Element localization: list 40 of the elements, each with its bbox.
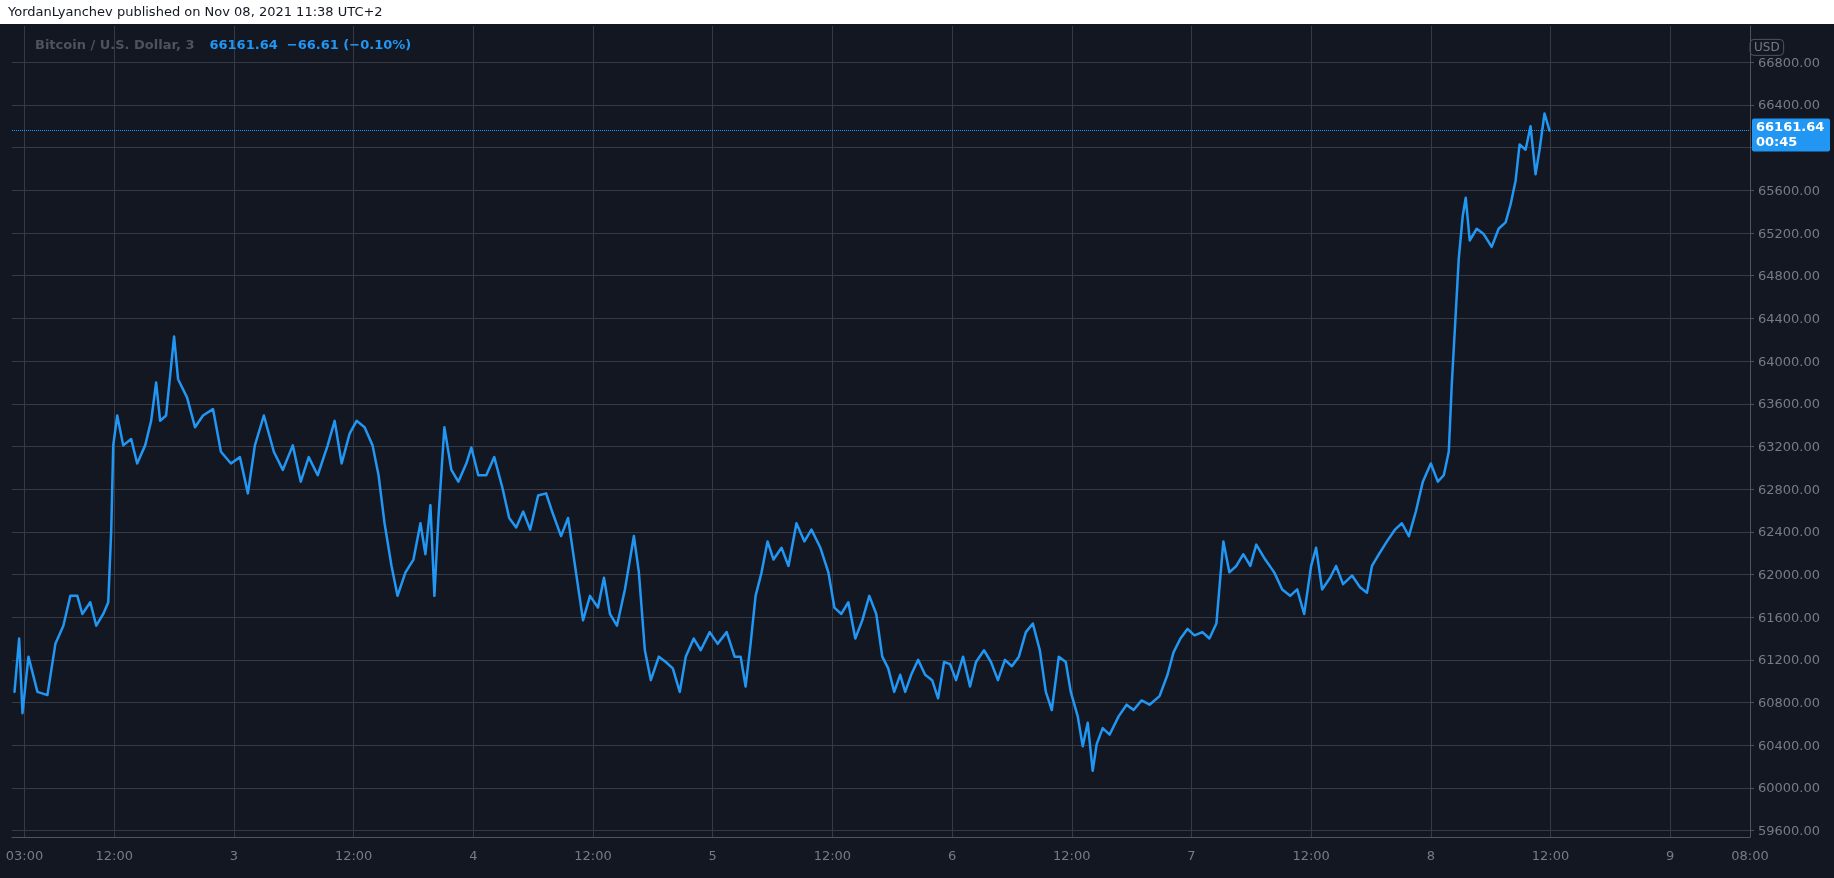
y-tick-label: 63200.00 — [1758, 438, 1821, 454]
y-tick-label: 60400.00 — [1758, 737, 1821, 753]
x-tick-label: 08:00 — [1731, 848, 1769, 863]
x-tick-label: 12:00 — [1292, 848, 1330, 863]
y-tick-label: 61200.00 — [1758, 652, 1821, 668]
y-tick-label: 59600.00 — [1758, 823, 1821, 839]
y-tick-label: 61600.00 — [1758, 609, 1821, 625]
y-tick-label: 62400.00 — [1758, 524, 1821, 540]
x-tick-label: 12:00 — [574, 848, 612, 863]
y-tick-label: 60800.00 — [1758, 695, 1821, 711]
y-tick-label: 64000.00 — [1758, 353, 1821, 369]
x-tick-label: 7 — [1187, 848, 1196, 863]
y-tick-label: 66800.00 — [1758, 54, 1821, 70]
x-tick-label: 8 — [1426, 848, 1435, 863]
x-tick-label: 12:00 — [334, 848, 373, 863]
text: Bitcoin / U.S. Dollar, 3 — [35, 36, 195, 52]
y-tick-label: 65200.00 — [1758, 225, 1821, 241]
y-tick-label: 64800.00 — [1758, 268, 1821, 284]
ref-line-label: 66161.64 — [1756, 119, 1825, 135]
x-tick-label: 12:00 — [95, 848, 133, 863]
y-tick-label: 60000.00 — [1758, 780, 1821, 796]
x-tick-label: 5 — [708, 848, 717, 863]
y-axis-title: USD — [1754, 40, 1780, 55]
x-tick-label: 9 — [1666, 848, 1675, 863]
y-tick-label: 62800.00 — [1758, 481, 1821, 497]
y-tick-label: 63600.00 — [1758, 396, 1821, 412]
y-tick-label: 66400.00 — [1758, 97, 1821, 113]
text: YordanLyanchev published on Nov 08, 2021 11:38 UTC+2 — [8, 4, 383, 19]
y-tick-label: 65600.00 — [1758, 182, 1821, 198]
x-tick-label: 03:00 — [5, 848, 44, 863]
y-tick-label: 64400.00 — [1758, 310, 1821, 326]
text: 66161.64 −66.61 (−0.10%) — [209, 36, 412, 52]
x-tick-label: 6 — [947, 848, 957, 863]
text: 00:45 — [1756, 134, 1798, 150]
x-tick-label: 12:00 — [1531, 848, 1570, 863]
y-tick-label: 62000.00 — [1758, 566, 1821, 582]
x-tick-label: 12:00 — [813, 848, 852, 863]
x-tick-label: 3 — [229, 848, 239, 863]
x-tick-label: 12:00 — [1053, 848, 1091, 863]
x-tick-label: 4 — [469, 848, 478, 863]
